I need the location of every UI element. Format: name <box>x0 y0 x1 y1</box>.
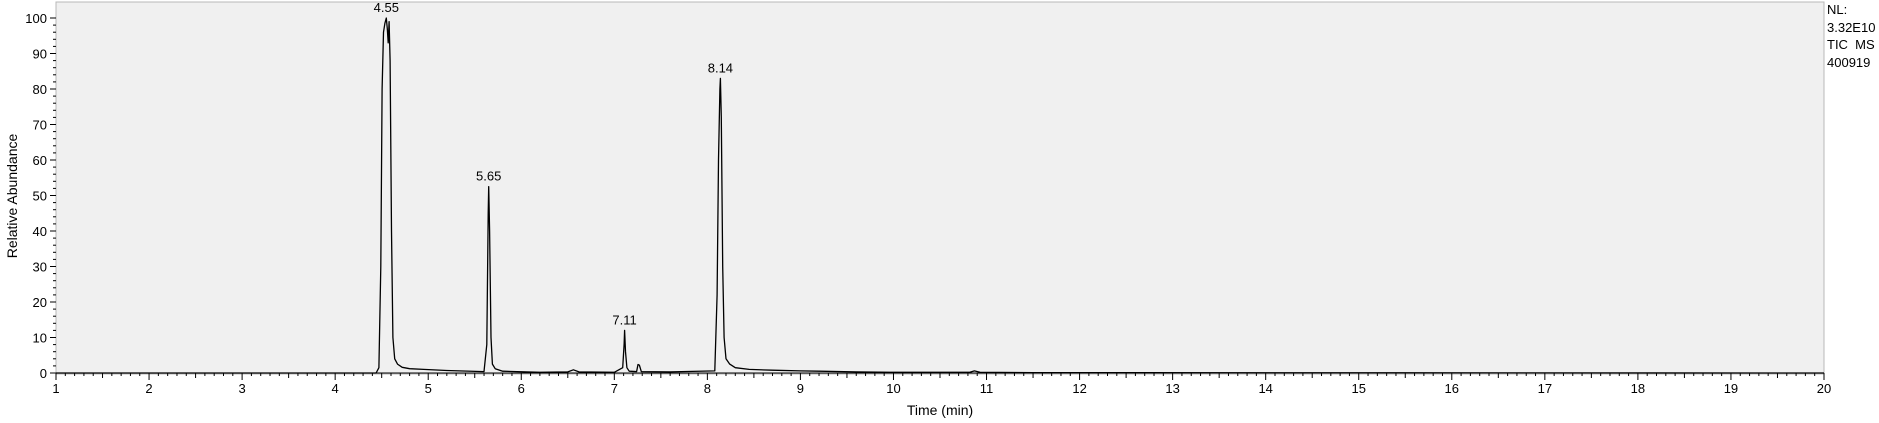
nl-label: NL: <box>1827 2 1848 17</box>
y-axis: 0 10 20 30 40 50 60 70 80 90 100 <box>25 11 56 381</box>
y-tick-label: 30 <box>33 260 47 275</box>
plot-area <box>55 1 1825 375</box>
nl-value: 3.32E10 <box>1827 19 1876 35</box>
y-tick-label: 0 <box>40 366 47 381</box>
x-tick-label: 18 <box>1631 381 1645 396</box>
y-tick-label: 80 <box>33 82 47 97</box>
trace-type: TIC MS <box>1827 37 1875 52</box>
peak-label: 8.14 <box>708 60 733 75</box>
y-tick-label: 20 <box>33 295 47 310</box>
x-tick-label: 17 <box>1538 381 1552 396</box>
peak-label: 7.11 <box>612 312 636 327</box>
x-tick-label: 3 <box>238 381 245 396</box>
x-axis: 1 2 3 4 5 6 7 8 9 10 11 12 13 14 15 16 17 18 19 20 <box>52 372 1831 396</box>
x-tick-label: 6 <box>518 381 525 396</box>
x-tick-label: 13 <box>1165 381 1179 396</box>
y-tick-label: 40 <box>33 224 47 239</box>
x-tick-label: 11 <box>980 381 994 396</box>
x-tick-label: 5 <box>425 381 432 396</box>
file-name: 400919 <box>1827 54 1871 70</box>
y-axis-label: Relative Abundance <box>4 134 20 259</box>
y-tick-label: 90 <box>33 47 47 62</box>
x-tick-label: 1 <box>52 381 59 396</box>
x-tick-label: 19 <box>1724 381 1738 396</box>
y-tick-label: 100 <box>25 11 47 26</box>
x-tick-label: 7 <box>611 381 618 396</box>
x-tick-label: 10 <box>886 381 900 396</box>
x-tick-label: 2 <box>145 381 152 396</box>
y-tick-label: 60 <box>33 153 47 168</box>
tic-trace-line <box>56 17 1825 374</box>
x-tick-label: 14 <box>1258 381 1272 396</box>
x-tick-label: 8 <box>704 381 711 396</box>
y-tick-label: 10 <box>33 331 47 346</box>
x-tick-label: 20 <box>1817 381 1831 396</box>
x-axis-label: Time (min) <box>907 402 973 418</box>
y-tick-label: 70 <box>33 118 47 133</box>
x-tick-label: 16 <box>1445 381 1459 396</box>
peak-label: 4.55 <box>374 0 399 15</box>
peak-label: 5.65 <box>476 169 501 184</box>
x-tick-label: 9 <box>797 381 804 396</box>
x-tick-label: 12 <box>1072 381 1086 396</box>
x-tick-label: 15 <box>1352 381 1366 396</box>
y-tick-label: 50 <box>33 189 47 204</box>
x-tick-label: 4 <box>332 381 339 396</box>
info-panel: NL: 3.32E10 TIC MS 400919 <box>1827 1 1875 71</box>
peak-labels: 4.55 5.65 7.11 8.14 <box>374 0 733 327</box>
